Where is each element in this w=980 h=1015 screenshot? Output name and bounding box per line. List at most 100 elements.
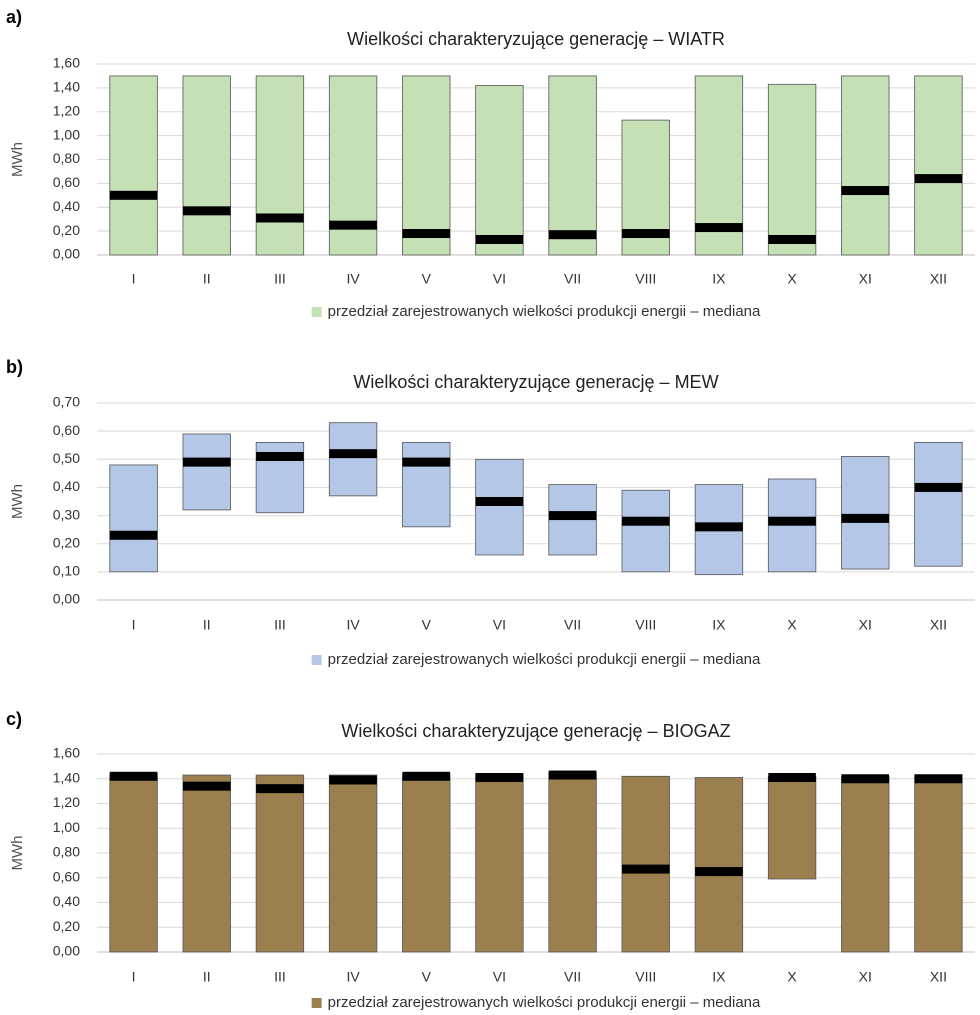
range-bar [475, 458, 524, 556]
legend-swatch [311, 998, 322, 1008]
range-bar [328, 422, 378, 497]
x-tick-label: IV [346, 271, 360, 287]
chart-title: Wielkości charakteryzujące generację – W… [347, 29, 725, 49]
y-tick-label: 1,00 [53, 126, 80, 142]
range-bar [182, 433, 231, 511]
range-bar [841, 75, 890, 256]
median-marker [329, 775, 377, 785]
median-marker [182, 206, 231, 216]
legend-swatch [311, 655, 322, 665]
y-tick-label: 0,20 [53, 534, 80, 550]
range-bar [109, 464, 158, 573]
median-marker [621, 516, 670, 526]
x-tick-label: VIII [635, 969, 656, 985]
x-tick-label: XI [859, 969, 872, 985]
x-tick-label: III [274, 969, 286, 985]
x-tick-label: II [203, 271, 211, 287]
y-tick-label: 1,20 [53, 794, 80, 810]
y-tick-label: 0,50 [53, 450, 80, 466]
median-marker [402, 457, 451, 467]
range-bar [841, 775, 890, 953]
range-bar [109, 75, 158, 256]
y-tick-label: 0,60 [53, 868, 80, 884]
median-marker [548, 770, 597, 780]
x-tick-label: V [422, 969, 432, 985]
x-tick-label: V [422, 271, 432, 287]
median-marker [475, 497, 524, 506]
x-tick-label: III [274, 617, 286, 633]
median-marker [914, 774, 963, 784]
x-tick-label: VIII [635, 617, 656, 633]
median-marker [182, 781, 231, 791]
panel-label: a) [6, 7, 22, 27]
range-bar [328, 774, 378, 953]
median-marker [621, 864, 670, 874]
y-tick-label: 0,40 [53, 893, 80, 909]
median-marker [109, 190, 158, 200]
panel-label: c) [6, 709, 22, 729]
chart-title: Wielkości charakteryzujące generację – M… [353, 372, 718, 392]
y-tick-label: 0,60 [53, 174, 80, 190]
y-tick-label: 1,20 [53, 102, 80, 118]
x-tick-label: X [787, 617, 797, 633]
range-bar [548, 75, 597, 256]
range-bar [255, 75, 305, 256]
median-marker [329, 220, 377, 230]
range-bar [548, 772, 597, 953]
median-marker [329, 449, 377, 459]
median-marker [548, 511, 597, 521]
y-tick-label: 0,20 [53, 222, 80, 238]
median-marker [914, 174, 963, 184]
range-bar [694, 777, 744, 953]
x-tick-label: IX [712, 969, 726, 985]
x-tick-label: III [274, 271, 286, 287]
median-marker [256, 451, 304, 461]
median-marker [475, 234, 524, 244]
x-tick-label: VII [564, 271, 581, 287]
y-tick-label: 1,60 [53, 745, 80, 761]
range-bar [914, 441, 963, 567]
x-tick-label: I [132, 617, 136, 633]
range-bar [914, 774, 963, 953]
y-tick-label: 1,00 [53, 819, 80, 835]
range-bar [767, 83, 817, 256]
median-marker [695, 223, 743, 233]
range-bar [475, 773, 524, 953]
median-marker [841, 774, 890, 784]
median-marker [109, 771, 158, 781]
median-marker [475, 773, 524, 783]
x-tick-label: I [132, 969, 136, 985]
range-bar [402, 773, 451, 953]
range-bar [255, 774, 305, 953]
chart-title: Wielkości charakteryzujące generację – B… [341, 721, 730, 741]
median-marker [841, 186, 890, 196]
y-tick-label: 0,10 [53, 563, 80, 579]
median-marker [182, 457, 231, 467]
range-bar [182, 774, 231, 953]
median-marker [402, 229, 451, 239]
x-tick-label: XII [930, 617, 947, 633]
median-marker [768, 773, 816, 783]
range-bar [182, 75, 231, 256]
x-tick-label: IV [346, 617, 360, 633]
legend-label: przedział zarejestrowanych wielkości pro… [328, 651, 761, 668]
range-bar [621, 489, 670, 573]
median-marker [841, 513, 890, 523]
y-tick-label: 1,60 [53, 55, 80, 71]
range-bar [841, 456, 890, 570]
y-tick-label: 0,80 [53, 150, 80, 166]
x-tick-label: VIII [635, 271, 656, 287]
x-tick-label: VII [564, 969, 581, 985]
median-marker [914, 482, 963, 492]
x-tick-label: XII [930, 969, 947, 985]
x-tick-label: X [787, 271, 797, 287]
y-tick-label: 0,30 [53, 506, 80, 522]
x-tick-label: VI [493, 969, 506, 985]
x-tick-label: I [132, 271, 136, 287]
legend-label: przedział zarejestrowanych wielkości pro… [328, 994, 761, 1011]
x-tick-label: IX [712, 617, 726, 633]
x-tick-label: V [422, 617, 432, 633]
x-tick-label: X [787, 969, 797, 985]
range-bar [475, 85, 524, 256]
median-marker [256, 213, 304, 223]
